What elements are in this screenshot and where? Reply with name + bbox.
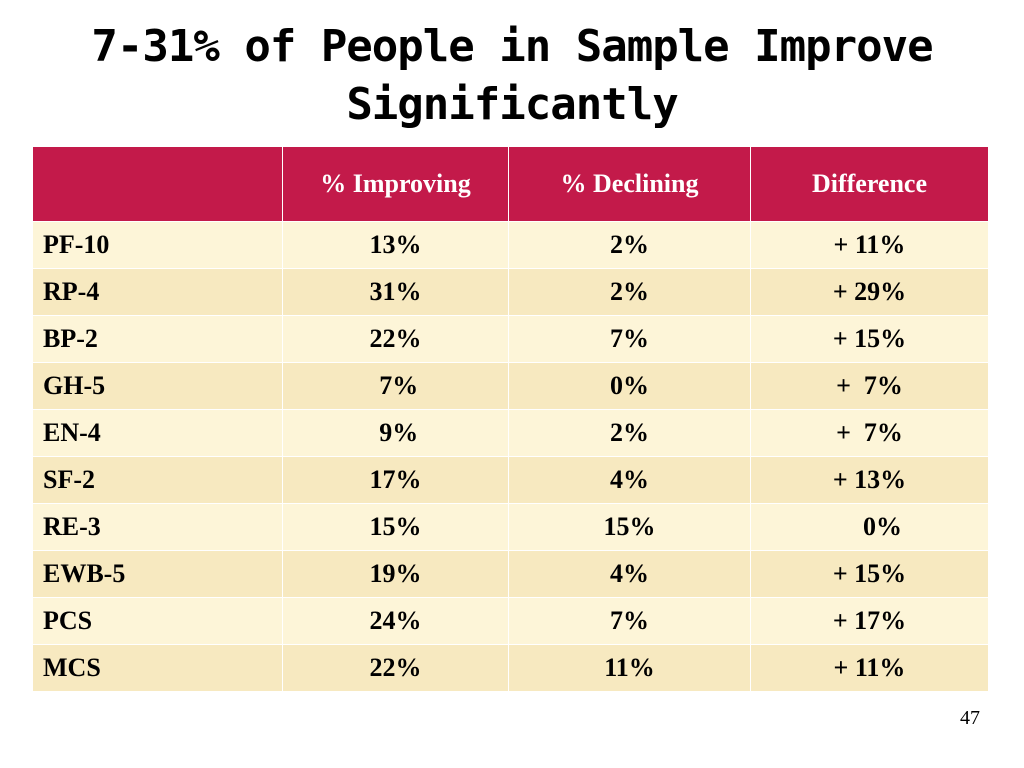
measure-cell: MCS <box>32 644 283 692</box>
declining-cell: 2% <box>508 221 751 269</box>
table-row: GH-5 7% 0% + 7% <box>32 362 989 410</box>
improving-cell: 13% <box>282 221 509 269</box>
declining-cell: 7% <box>508 315 751 363</box>
improving-cell: 22% <box>282 644 509 692</box>
improving-cell: 24% <box>282 597 509 645</box>
declining-cell: 11% <box>508 644 751 692</box>
header-declining: % Declining <box>508 146 751 222</box>
difference-cell: + 17% <box>750 597 989 645</box>
table-row: PF-10 13% 2% + 11% <box>32 221 989 269</box>
difference-cell: + 7% <box>750 409 989 457</box>
table-row: RE-3 15% 15% 0% <box>32 503 989 551</box>
results-table-container: % Improving % Declining Difference PF-10… <box>32 146 989 692</box>
table-row: MCS 22% 11% + 11% <box>32 644 989 692</box>
measure-cell: RE-3 <box>32 503 283 551</box>
difference-cell: + 15% <box>750 315 989 363</box>
slide-title: 7-31% of People in Sample Improve Signif… <box>91 21 933 130</box>
table-header-row: % Improving % Declining Difference <box>32 146 989 222</box>
measure-cell: RP-4 <box>32 268 283 316</box>
declining-cell: 7% <box>508 597 751 645</box>
table-row: SF-2 17% 4% + 13% <box>32 456 989 504</box>
table-row: EWB-5 19% 4% + 15% <box>32 550 989 598</box>
difference-cell: 0% <box>750 503 989 551</box>
difference-cell: + 15% <box>750 550 989 598</box>
measure-cell: EN-4 <box>32 409 283 457</box>
measure-cell: GH-5 <box>32 362 283 410</box>
declining-cell: 2% <box>508 268 751 316</box>
declining-cell: 4% <box>508 550 751 598</box>
header-measure <box>32 146 283 222</box>
difference-cell: + 13% <box>750 456 989 504</box>
measure-cell: SF-2 <box>32 456 283 504</box>
improving-cell: 7% <box>282 362 509 410</box>
improving-cell: 22% <box>282 315 509 363</box>
measure-cell: PCS <box>32 597 283 645</box>
table-row: RP-4 31% 2% + 29% <box>32 268 989 316</box>
difference-cell: + 7% <box>750 362 989 410</box>
improving-cell: 31% <box>282 268 509 316</box>
measure-cell: EWB-5 <box>32 550 283 598</box>
header-improving: % Improving <box>282 146 509 222</box>
improving-cell: 17% <box>282 456 509 504</box>
page-number: 47 <box>960 707 980 729</box>
measure-cell: PF-10 <box>32 221 283 269</box>
improving-cell: 9% <box>282 409 509 457</box>
difference-cell: + 11% <box>750 221 989 269</box>
improving-cell: 15% <box>282 503 509 551</box>
declining-cell: 4% <box>508 456 751 504</box>
header-difference: Difference <box>750 146 989 222</box>
declining-cell: 0% <box>508 362 751 410</box>
declining-cell: 15% <box>508 503 751 551</box>
table-row: BP-2 22% 7% + 15% <box>32 315 989 363</box>
table-body: PF-10 13% 2% + 11% RP-4 31% 2% + 29% BP-2 22% 7% + … <box>32 221 989 692</box>
table-row: PCS 24% 7% + 17% <box>32 597 989 645</box>
results-table: % Improving % Declining Difference PF-10… <box>32 146 989 692</box>
difference-cell: + 29% <box>750 268 989 316</box>
table-row: EN-4 9% 2% + 7% <box>32 409 989 457</box>
measure-cell: BP-2 <box>32 315 283 363</box>
improving-cell: 19% <box>282 550 509 598</box>
declining-cell: 2% <box>508 409 751 457</box>
difference-cell: + 11% <box>750 644 989 692</box>
